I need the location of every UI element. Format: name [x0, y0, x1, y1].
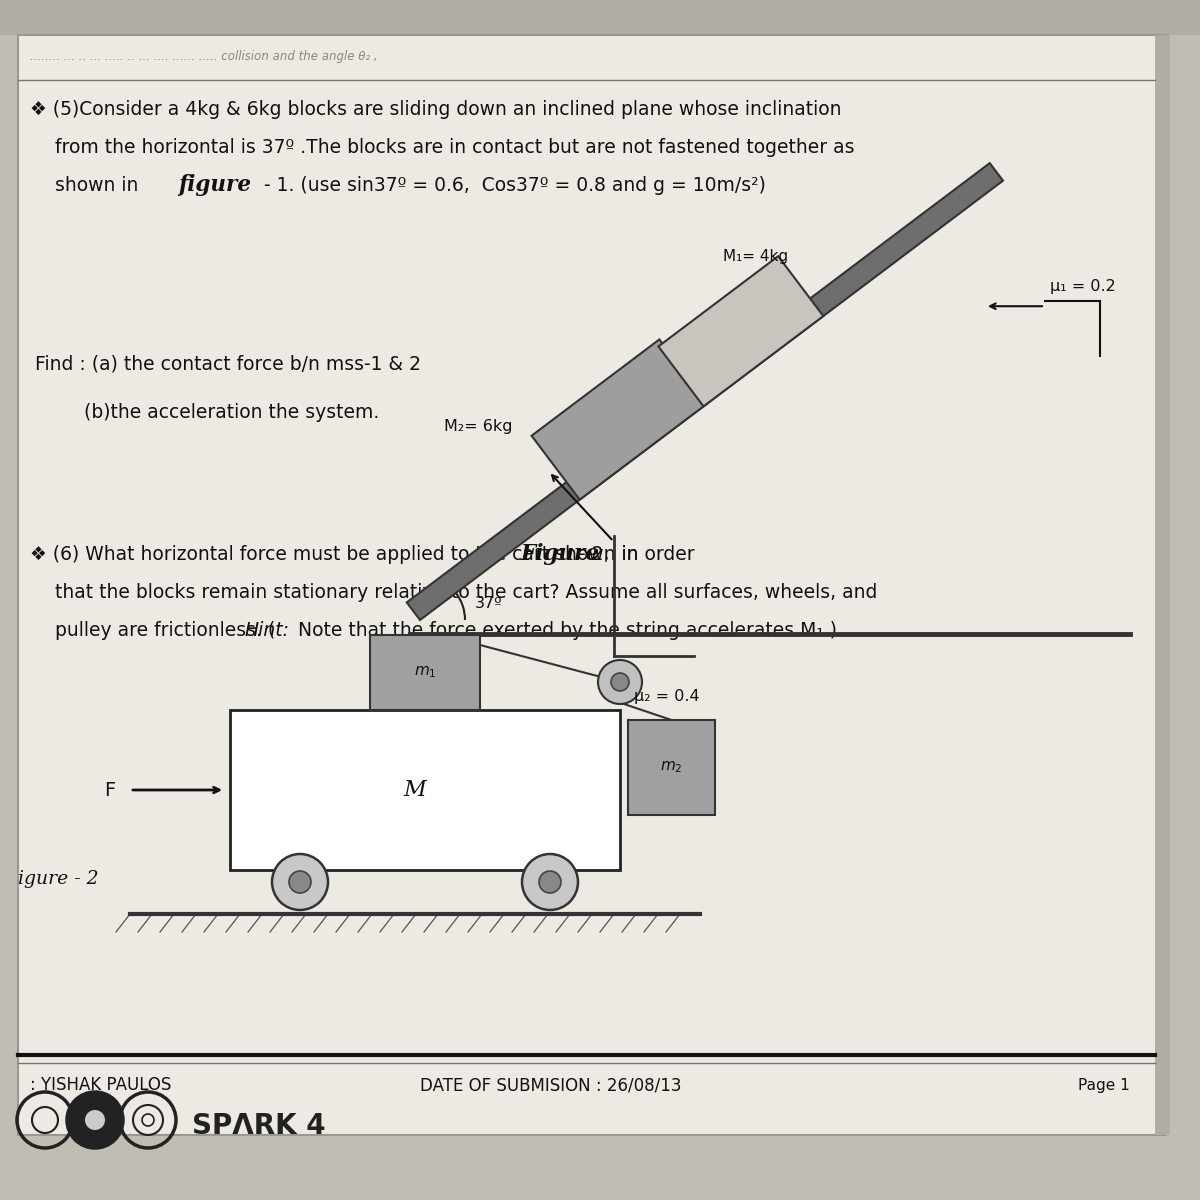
Text: - 2,  in order: - 2, in order — [572, 545, 695, 564]
Text: from the horizontal is 37º .The blocks are in contact but are not fastened toget: from the horizontal is 37º .The blocks a… — [55, 138, 854, 157]
Text: shown in: shown in — [55, 176, 144, 194]
Text: M: M — [403, 779, 426, 802]
Text: μ₂ = 0.4: μ₂ = 0.4 — [634, 690, 700, 704]
Bar — [0, 0, 1200, 35]
Text: (b)the acceleration the system.: (b)the acceleration the system. — [60, 403, 379, 422]
Text: M₂= 6kg: M₂= 6kg — [444, 420, 512, 434]
Text: Page 1: Page 1 — [1079, 1078, 1130, 1093]
Text: Figure: Figure — [521, 542, 600, 565]
Text: Note that the force exerted by the string accelerates M₁.): Note that the force exerted by the strin… — [292, 622, 836, 640]
Text: DATE OF SUBMISION : 26/08/13: DATE OF SUBMISION : 26/08/13 — [420, 1076, 682, 1094]
Text: M₁= 4kg: M₁= 4kg — [724, 250, 788, 264]
Text: Find : (a) the contact force b/n mss-1 & 2: Find : (a) the contact force b/n mss-1 &… — [35, 355, 421, 374]
Circle shape — [67, 1092, 124, 1148]
Text: 37º: 37º — [475, 596, 503, 611]
Text: : YISHAK PAULOS: : YISHAK PAULOS — [30, 1076, 172, 1094]
Polygon shape — [659, 256, 823, 407]
Circle shape — [272, 854, 328, 910]
Polygon shape — [407, 163, 1003, 620]
Circle shape — [522, 854, 578, 910]
Text: ❖ (6) What horizontal force must be applied to the cart shown in: ❖ (6) What horizontal force must be appl… — [30, 545, 644, 564]
Text: F: F — [103, 780, 115, 799]
Text: Hint:: Hint: — [245, 622, 289, 640]
Bar — [370, 635, 480, 710]
Bar — [1154, 35, 1170, 1135]
Text: ........ ... .. ... ..... .. ... .... ...... ..... collision and the angle θ₂ ,: ........ ... .. ... ..... .. ... .... ..… — [30, 50, 378, 62]
Text: that the blocks remain stationary relative to the cart? Assume all surfaces, whe: that the blocks remain stationary relati… — [55, 583, 877, 602]
Circle shape — [611, 673, 629, 691]
Text: $m_2$: $m_2$ — [660, 760, 683, 775]
Text: SPΛRK 4: SPΛRK 4 — [192, 1112, 325, 1140]
Text: μ₁ = 0.2: μ₁ = 0.2 — [1050, 280, 1116, 294]
Circle shape — [289, 871, 311, 893]
Text: $m_1$: $m_1$ — [414, 665, 437, 680]
Text: ❖ (5)Consider a 4kg & 6kg blocks are sliding down an inclined plane whose inclin: ❖ (5)Consider a 4kg & 6kg blocks are sli… — [30, 100, 841, 119]
Circle shape — [539, 871, 562, 893]
Circle shape — [85, 1110, 106, 1130]
Polygon shape — [532, 340, 708, 499]
Circle shape — [598, 660, 642, 704]
Bar — [628, 720, 715, 815]
Text: figure: figure — [178, 174, 251, 196]
Bar — [230, 710, 620, 870]
Text: igure - 2: igure - 2 — [18, 870, 98, 888]
Text: - 1. (use sin37º = 0.6,  Cos37º = 0.8 and g = 10m/s²): - 1. (use sin37º = 0.6, Cos37º = 0.8 and… — [258, 176, 766, 194]
Text: pulley are frictionless. (: pulley are frictionless. ( — [55, 622, 275, 640]
